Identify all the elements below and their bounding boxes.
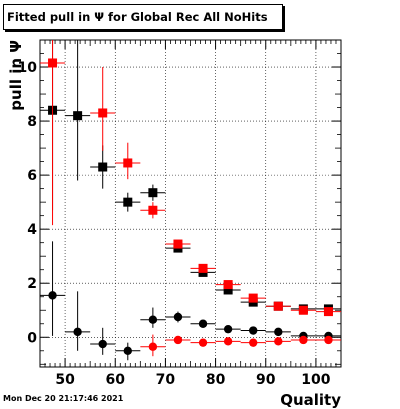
data-point xyxy=(223,337,233,346)
data-point xyxy=(98,162,108,172)
data-point xyxy=(299,335,308,345)
data-point xyxy=(274,327,283,337)
data-point xyxy=(173,312,183,322)
series-1 xyxy=(40,40,341,317)
data-point xyxy=(73,111,83,121)
data-point xyxy=(173,335,183,345)
data-point xyxy=(48,58,58,68)
data-point xyxy=(148,315,158,324)
data-point xyxy=(298,305,308,315)
series-0 xyxy=(40,40,341,314)
x-tick-label: 50 xyxy=(55,372,75,388)
data-point xyxy=(249,338,258,347)
data-point xyxy=(73,327,82,337)
grid-lines xyxy=(40,40,341,367)
y-tick-label: 2 xyxy=(27,276,37,292)
data-point xyxy=(148,342,158,351)
data-point xyxy=(148,205,158,215)
data-point xyxy=(98,108,108,118)
data-point xyxy=(248,293,258,303)
series-2 xyxy=(40,241,341,361)
data-point xyxy=(223,280,233,290)
x-tick-label: 60 xyxy=(106,372,126,388)
data-point xyxy=(123,158,133,168)
data-point xyxy=(173,239,183,249)
data-point xyxy=(48,291,57,300)
data-point xyxy=(323,307,333,317)
x-tick-label: 70 xyxy=(156,372,176,388)
y-tick-label: 0 xyxy=(27,330,37,346)
y-tick-label: 8 xyxy=(27,114,37,130)
x-tick-label: 90 xyxy=(256,372,276,388)
data-point xyxy=(274,337,283,346)
data-point xyxy=(198,263,208,273)
y-tick-labels: 0 2 4 6 8 10 xyxy=(18,60,38,346)
data-point xyxy=(98,339,107,349)
plot-frame xyxy=(39,39,342,368)
y-tick-label: 10 xyxy=(18,60,38,76)
x-tick-labels: 50 60 70 80 90 100 xyxy=(55,372,330,388)
y-axis-label: pull in Ψ xyxy=(7,40,25,111)
data-point xyxy=(273,301,283,311)
data-point xyxy=(198,319,208,328)
axis-ticks xyxy=(40,39,341,367)
data-point xyxy=(249,326,258,335)
data-point xyxy=(123,197,133,207)
data-point xyxy=(324,335,333,345)
data-point xyxy=(198,338,208,347)
data-point xyxy=(123,346,132,355)
series-3 xyxy=(140,334,341,357)
timestamp: Mon Dec 20 21:17:46 2021 xyxy=(3,394,124,403)
data-point xyxy=(223,285,233,295)
data-point xyxy=(148,188,158,198)
data-point xyxy=(223,324,233,334)
y-tick-label: 4 xyxy=(27,222,37,238)
y-tick-label: 6 xyxy=(27,168,37,184)
x-tick-label: 80 xyxy=(206,372,226,388)
x-tick-label: 100 xyxy=(301,372,330,388)
data-markers xyxy=(40,40,341,361)
x-axis-label: Quality xyxy=(280,391,341,409)
chart-title: Fitted pull in Ψ for Global Rec All NoHi… xyxy=(3,4,283,30)
